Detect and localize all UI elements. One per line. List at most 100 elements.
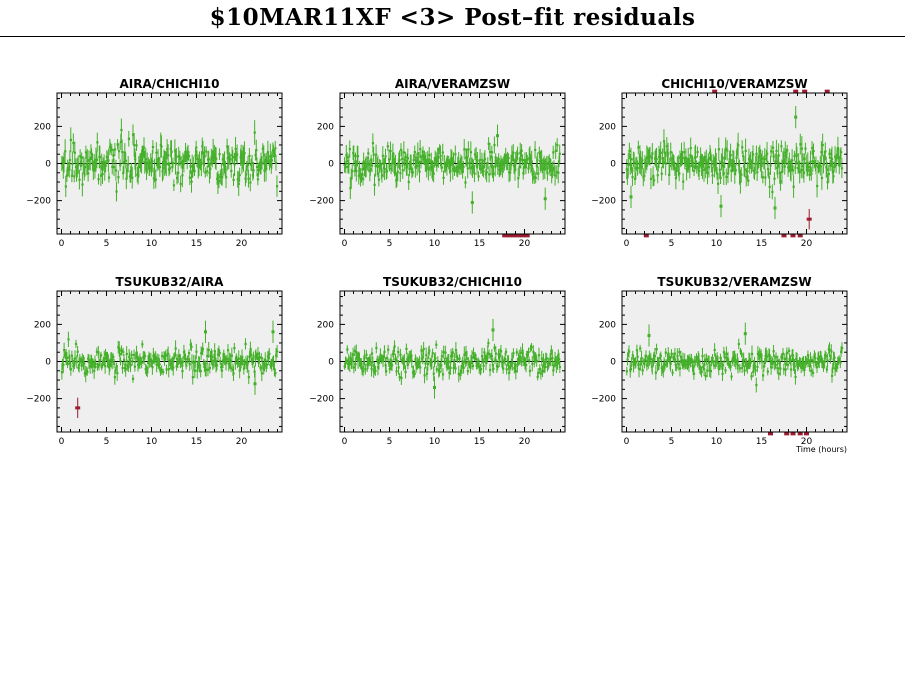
data-point [693, 360, 696, 363]
data-point [835, 366, 839, 369]
data-point [831, 367, 834, 370]
data-point [151, 366, 154, 369]
data-point [435, 368, 438, 371]
data-point [253, 370, 256, 373]
data-point [355, 169, 358, 173]
data-point [381, 356, 384, 360]
data-point [647, 360, 650, 364]
data-point [717, 148, 720, 151]
data-point [507, 157, 510, 160]
data-point [538, 151, 541, 154]
data-point [178, 357, 181, 361]
x-tick-label: 10 [429, 437, 441, 447]
data-point [506, 160, 509, 163]
data-point [687, 360, 690, 363]
data-point [700, 163, 703, 166]
data-point [236, 153, 239, 156]
data-point [491, 166, 494, 169]
data-point [822, 163, 825, 166]
data-point [429, 166, 432, 169]
data-point [498, 360, 501, 363]
data-point [826, 181, 829, 184]
data-point [644, 164, 648, 167]
data-point [398, 158, 401, 162]
data-point [540, 159, 543, 162]
data-point [79, 155, 82, 158]
data-point [497, 353, 500, 356]
data-point [237, 182, 240, 185]
data-point [208, 171, 211, 175]
outlier-point [271, 330, 275, 334]
data-point [90, 153, 93, 156]
data-point [722, 351, 726, 354]
data-point [221, 176, 224, 179]
data-point [215, 157, 218, 160]
data-point [633, 161, 636, 164]
data-point [402, 362, 405, 365]
data-point [404, 370, 407, 374]
data-point [532, 173, 535, 176]
data-point [713, 169, 716, 172]
data-points [343, 124, 561, 238]
data-point [451, 351, 454, 354]
data-point [178, 157, 182, 160]
data-point [424, 161, 428, 164]
data-point [450, 157, 454, 160]
data-point [643, 174, 646, 177]
data-point [77, 163, 80, 166]
data-point [468, 162, 471, 165]
data-point [394, 358, 397, 361]
data-point [350, 177, 353, 180]
data-point [69, 138, 72, 141]
data-point [428, 349, 431, 352]
data-point [543, 168, 546, 171]
data-point [496, 365, 499, 368]
data-point [113, 362, 116, 365]
data-point [159, 143, 162, 147]
data-point [258, 356, 261, 359]
data-point [717, 367, 720, 371]
data-point [72, 141, 75, 145]
data-point [168, 359, 171, 362]
data-point [493, 346, 496, 349]
data-point [111, 165, 114, 168]
data-point [703, 155, 707, 158]
data-point [211, 158, 214, 161]
data-point [686, 164, 689, 167]
data-point [743, 369, 746, 372]
x-tick-label: 15 [474, 437, 485, 447]
data-point [346, 165, 350, 168]
data-point [629, 158, 633, 161]
data-point [180, 161, 183, 164]
data-point [72, 365, 75, 368]
data-point [240, 161, 244, 164]
data-point [83, 362, 86, 365]
data-point [513, 168, 517, 172]
data-point [155, 151, 158, 154]
data-point [447, 161, 450, 164]
data-point [274, 372, 277, 375]
baseline-panel: TSUKUB32/VERAMZSW 0 5 10 15 20 −200 0 200 Time (h… [591, 275, 848, 454]
data-point [509, 364, 513, 367]
data-point [99, 354, 103, 357]
data-point [793, 155, 796, 158]
data-point [184, 357, 187, 360]
data-point [501, 167, 504, 170]
data-point [720, 362, 723, 365]
x-tick-label: 0 [624, 437, 630, 447]
data-point [402, 151, 406, 154]
data-point [115, 190, 118, 193]
data-point [817, 358, 820, 361]
data-point [761, 176, 765, 179]
outlier-point [253, 382, 257, 386]
data-point [253, 131, 256, 134]
data-point [244, 361, 248, 364]
data-point [492, 367, 495, 370]
data-point [689, 361, 692, 364]
data-point [358, 358, 361, 361]
data-point [725, 175, 728, 179]
data-point [778, 362, 781, 365]
data-point [117, 150, 121, 153]
data-point [718, 168, 721, 171]
data-point [741, 366, 744, 369]
